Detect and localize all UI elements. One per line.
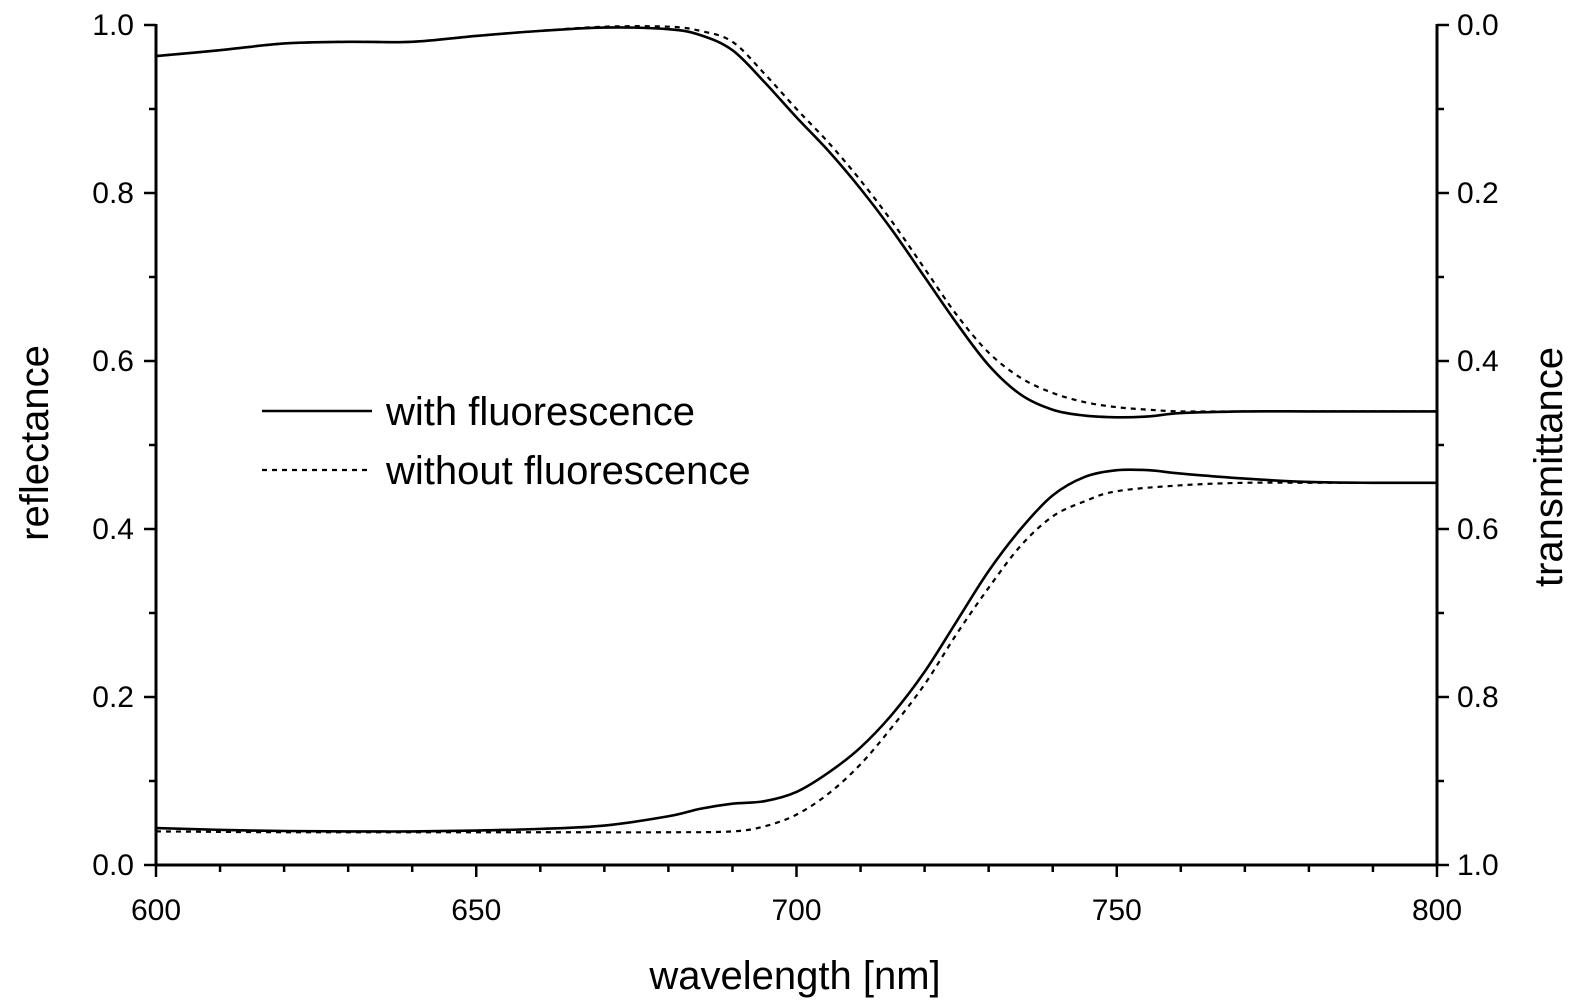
x-tick-label: 650 [451, 894, 501, 927]
y-tick-label: 0.4 [92, 513, 134, 546]
y2-axis-title: transmittance [1527, 347, 1571, 587]
x-tick-label: 700 [771, 894, 821, 927]
y2-tick-label: 0.4 [1457, 345, 1499, 378]
transmittance-with-fluorescence-line [155, 26, 1437, 419]
axes-layer: 600 650 700 750 800 0.0 0.2 0.4 0.6 0.8 1.0 1.0 0.8 0… [92, 9, 1498, 927]
y-axis-title: reflectance [13, 345, 57, 541]
series-layer [155, 25, 1438, 834]
y-tick-label: 0.8 [92, 177, 134, 210]
x-tick-label: 600 [131, 894, 181, 927]
x-tick-label: 800 [1412, 894, 1462, 927]
y-tick-label: 0.0 [92, 849, 134, 882]
y-tick-label: 0.2 [92, 681, 134, 714]
transmittance-without-fluorescence-line [155, 25, 1437, 413]
x-tick-label: 750 [1092, 894, 1142, 927]
reflectance-with-fluorescence-line [155, 468, 1438, 833]
legend-label: with fluorescence [385, 390, 695, 434]
y2-tick-label: 0.8 [1457, 681, 1499, 714]
y2-tick-label: 0.6 [1457, 513, 1499, 546]
reflectance-without-fluorescence-line [155, 481, 1437, 834]
legend-label: without fluorescence [385, 449, 751, 493]
y2-tick-label: 0.2 [1457, 177, 1499, 210]
y2-tick-label: 1.0 [1457, 849, 1499, 882]
y-tick-label: 0.6 [92, 345, 134, 378]
x-axis-title: wavelength [nm] [648, 954, 940, 998]
y-tick-label: 1.0 [92, 9, 134, 42]
y2-tick-label: 0.0 [1457, 9, 1499, 42]
legend: with fluorescence without fluorescence [262, 390, 751, 493]
